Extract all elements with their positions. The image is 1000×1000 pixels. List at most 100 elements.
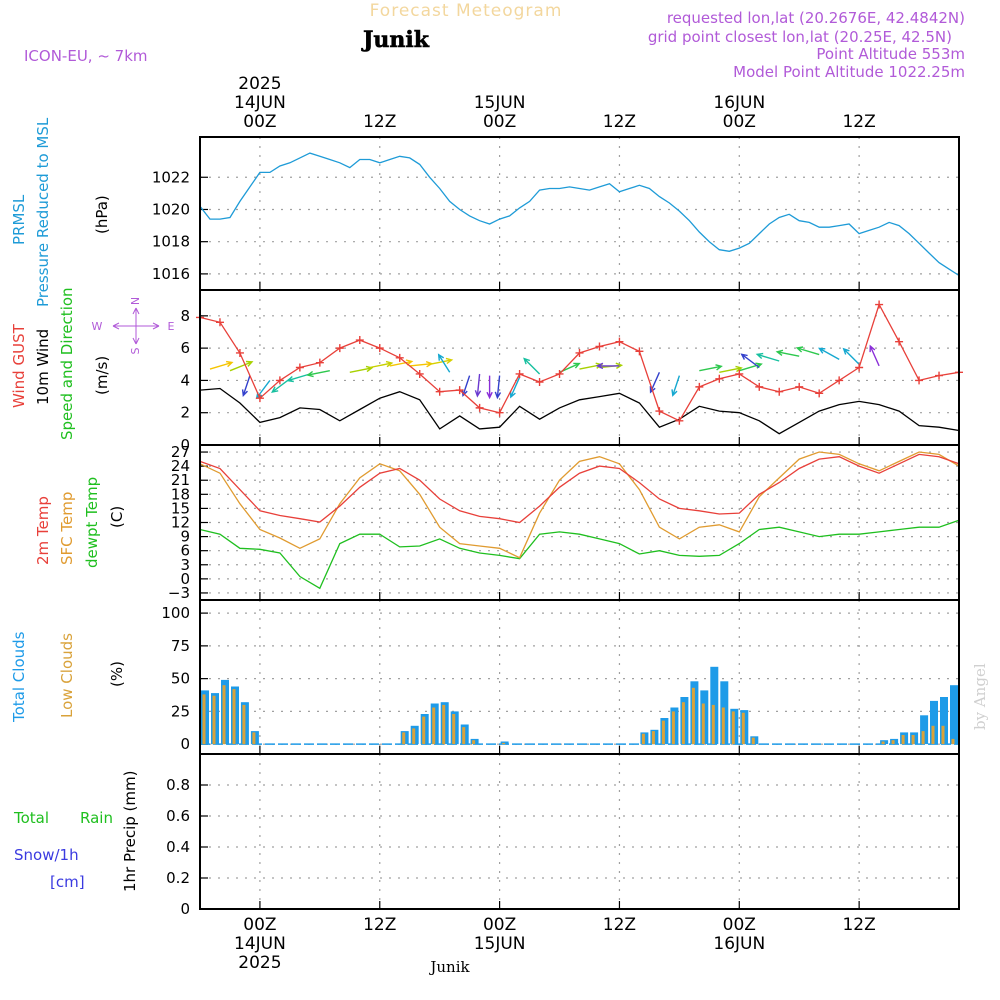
model-label: ICON-EU, ~ 7km (24, 47, 148, 65)
wind-direction-arrow (842, 347, 860, 365)
clouds-tick-label: 100 (161, 604, 190, 622)
low-cloud-bar (891, 740, 895, 745)
wind-direction-arrow (409, 360, 434, 368)
low-cloud-bar (472, 740, 476, 745)
label-hpa: (hPa) (93, 195, 111, 234)
clouds-tick-label: 75 (171, 637, 190, 655)
wind-tick-label: 2 (180, 404, 190, 422)
total-cloud-bar (930, 700, 938, 745)
wind-tick-label: 0 (180, 436, 190, 454)
top-time-label: 00Z (483, 112, 516, 132)
low-cloud-bar (671, 711, 675, 745)
wind-direction-arrow (494, 375, 502, 400)
bottom-time-label: 00Z (243, 915, 276, 935)
surface-temp-line (199, 451, 960, 559)
low-cloud-bar (212, 695, 216, 745)
precipitation-tick-label: 0.6 (166, 807, 190, 825)
wind-direction-arrow (429, 357, 454, 365)
model-point-altitude: Model Point Altitude 1022.25m (733, 63, 965, 81)
grid-lonlat: grid point closest lon,lat (20.25E, 42.5… (648, 28, 952, 46)
wind-tick-label: 4 (180, 371, 190, 389)
label-2m-temp: 2m Temp (34, 496, 52, 565)
total-cloud-bar (940, 697, 948, 745)
bottom-time-label: 00Z (723, 915, 756, 935)
wind-direction-arrow (699, 364, 723, 372)
low-cloud-bar (202, 694, 206, 745)
wind-gust-marker (235, 348, 244, 357)
wind-gust-marker (275, 376, 284, 385)
bottom-time-label: 14JUN (234, 934, 286, 954)
bottom-time-label: 12Z (363, 915, 396, 935)
precipitation-tick-label: 0.8 (166, 776, 190, 794)
wind-gust-marker (815, 389, 824, 398)
wind-gust-marker (715, 374, 724, 383)
low-cloud-bar (911, 735, 915, 745)
wind-gust-marker (835, 376, 844, 385)
panel-frame (199, 136, 960, 291)
low-cloud-bar (731, 711, 735, 745)
wind-direction-arrow (523, 357, 541, 375)
low-cloud-bar (252, 732, 256, 745)
wind-gust-marker (775, 387, 784, 396)
wind-gust-marker (675, 416, 684, 425)
top-time-label: 00Z (243, 112, 276, 132)
wind-gust-marker (435, 387, 444, 396)
total-cloud-bar (950, 685, 958, 745)
wind-gust-marker (495, 408, 504, 417)
wind-direction-arrow (869, 344, 880, 367)
clouds-tick-label: 0 (180, 735, 190, 753)
pressure-line (199, 152, 960, 277)
wind-gust-marker (575, 348, 584, 357)
label-total: Total (13, 809, 49, 827)
low-cloud-bar (751, 737, 755, 745)
low-cloud-bar (681, 702, 685, 745)
panel-frame (199, 753, 960, 910)
wind-gust-marker (935, 371, 944, 380)
credit-watermark: by Angel (971, 663, 989, 730)
pressure-tick-label: 1022 (152, 168, 190, 186)
top-time-label: 16JUN (713, 93, 765, 113)
wind-direction-arrow (241, 375, 251, 397)
temperature-tick-label: 18 (171, 485, 190, 503)
temp-2m-line (199, 453, 960, 524)
low-cloud-bar (701, 703, 705, 745)
wind-direction-arrow (795, 346, 820, 356)
low-cloud-bar (881, 741, 885, 745)
wind-gust-marker (455, 386, 464, 395)
clouds-panel: 0 25 50 75 100 (161, 599, 960, 755)
wind-gust-marker (755, 382, 764, 391)
wind-direction-arrow (229, 360, 254, 372)
compass-w: W (92, 320, 103, 333)
wind-gust-marker (355, 336, 364, 345)
label-cm: [cm] (50, 873, 85, 891)
wind-direction-arrow (306, 370, 330, 378)
panel-frame (199, 599, 960, 755)
wind-gust-marker (475, 403, 484, 412)
low-cloud-bar (951, 738, 955, 745)
temperature-tick-label: 6 (180, 542, 190, 560)
wind-direction-arrow (755, 352, 780, 362)
temperature-tick-label: 15 (171, 499, 190, 517)
label-pressure-msl: Pressure Reduced to MSL (34, 117, 52, 307)
low-cloud-bar (422, 716, 426, 745)
wind-gust-marker (375, 344, 384, 353)
wind-direction-arrow (719, 365, 743, 373)
wind-panel: 0 2 4 6 8 (180, 289, 963, 454)
bottom-time-label: 12Z (842, 915, 875, 935)
wind-direction-arrow (369, 360, 394, 369)
compass-legend: N S W E (92, 297, 175, 355)
label-sfc-temp: SFC Temp (58, 492, 76, 565)
compass-s: S (129, 347, 142, 354)
wind-direction-arrow (740, 353, 760, 369)
temperature-tick-label: 3 (180, 556, 190, 574)
temperature-tick-label: 12 (171, 514, 190, 532)
label-speed-direction: Speed and Direction (58, 287, 76, 440)
low-cloud-bar (452, 714, 456, 745)
wind-tick-label: 6 (180, 339, 190, 357)
low-cloud-bar (242, 704, 246, 745)
bottom-time-label: 00Z (483, 915, 516, 935)
temperature-tick-label: −3 (168, 584, 190, 602)
bottom-time-label: 16JUN (713, 934, 765, 954)
temperature-tick-label: 24 (171, 457, 190, 475)
